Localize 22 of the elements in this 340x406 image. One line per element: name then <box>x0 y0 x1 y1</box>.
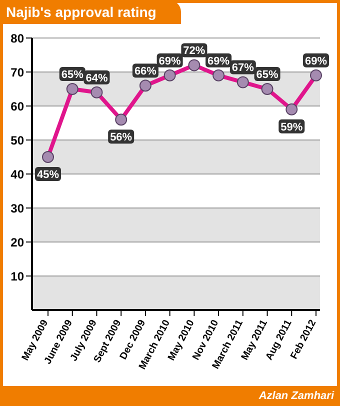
text: Azlan Zamhari <box>0 386 340 406</box>
data-label: 72% <box>183 45 206 58</box>
y-tick-label: 50 <box>10 133 24 148</box>
data-label: 45% <box>36 169 60 181</box>
data-label: 65% <box>61 69 84 81</box>
y-tick-label: 60 <box>10 99 24 114</box>
y-tick-label: 30 <box>10 201 24 216</box>
y-tick-label: 80 <box>10 31 24 46</box>
y-tick-label: 20 <box>10 235 24 250</box>
y-tick-label: 70 <box>10 65 24 80</box>
data-label: 65% <box>256 69 278 81</box>
y-tick-label: 40 <box>10 167 24 182</box>
chart-title: Najib's approval rating <box>0 0 181 24</box>
data-label: 69% <box>158 55 182 68</box>
data-label: 59% <box>280 121 303 134</box>
data-label: 67% <box>232 62 254 74</box>
data-label: 64% <box>86 72 108 84</box>
y-tick-label: 10 <box>10 269 24 284</box>
data-label: 69% <box>208 55 230 68</box>
data-label: 66% <box>134 66 157 78</box>
data-label: 56% <box>110 132 132 144</box>
data-label: 69% <box>304 55 328 68</box>
